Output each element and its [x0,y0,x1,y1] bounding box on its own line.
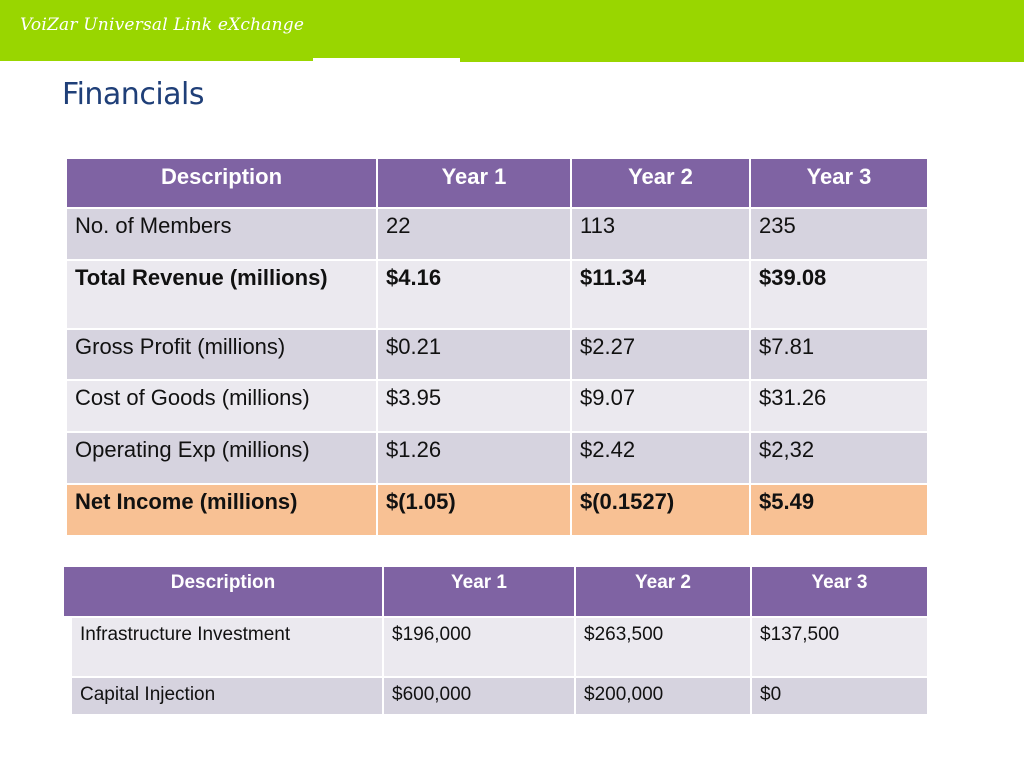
negative-value-cell: $(0.1527) [572,485,751,537]
table-cell: Gross Profit (millions) [67,330,378,381]
table-cell: No. of Members [67,209,378,261]
net-income-row: Net Income (millions) $(1.05) $(0.1527) … [67,485,929,537]
table-row: Operating Exp (millions) $1.26 $2.42 $2,… [67,433,929,485]
table-cell: $2,32 [751,433,929,485]
header-divider [0,61,313,62]
table-cell: $263,500 [576,618,752,678]
table-cell: $600,000 [384,678,576,716]
table-cell: 22 [378,209,572,261]
table-cell: Net Income (millions) [67,485,378,537]
table-cell: Infrastructure Investment [64,618,384,678]
table-row: No. of Members 22 113 235 [67,209,929,261]
column-header: Year 3 [752,567,929,618]
table-cell: Operating Exp (millions) [67,433,378,485]
investment-table: Description Year 1 Year 2 Year 3 Infrast… [64,567,929,716]
table-cell: $31.26 [751,381,929,433]
table-cell: $137,500 [752,618,929,678]
page-title: Financials [62,77,205,112]
table-cell: $200,000 [576,678,752,716]
table-header-row: Description Year 1 Year 2 Year 3 [67,159,929,209]
column-header: Year 1 [378,159,572,209]
financials-table: Description Year 1 Year 2 Year 3 No. of … [67,159,929,537]
table-cell: $7.81 [751,330,929,381]
column-header: Year 2 [576,567,752,618]
column-header: Description [64,567,384,618]
table-cell: Cost of Goods (millions) [67,381,378,433]
column-header: Year 2 [572,159,751,209]
brand-name: VoiZar Universal Link eXchange [20,15,305,35]
table-cell: $11.34 [572,261,751,330]
table-row: Infrastructure Investment $196,000 $263,… [64,618,929,678]
table-cell: $39.08 [751,261,929,330]
table-cell: $1.26 [378,433,572,485]
column-header: Description [67,159,378,209]
table-cell: 235 [751,209,929,261]
table-header-row: Description Year 1 Year 2 Year 3 [64,567,929,618]
table-row: Gross Profit (millions) $0.21 $2.27 $7.8… [67,330,929,381]
table-row: Cost of Goods (millions) $3.95 $9.07 $31… [67,381,929,433]
column-header: Year 3 [751,159,929,209]
table-row: Total Revenue (millions) $4.16 $11.34 $3… [67,261,929,330]
table-cell: $0 [752,678,929,716]
table-cell: Capital Injection [64,678,384,716]
table-cell: Total Revenue (millions) [67,261,378,330]
table-cell: $2.42 [572,433,751,485]
header-bar: VoiZar Universal Link eXchange [0,0,1024,62]
table-cell: $196,000 [384,618,576,678]
table-row: Capital Injection $600,000 $200,000 $0 [64,678,929,716]
table-cell: $3.95 [378,381,572,433]
column-header: Year 1 [384,567,576,618]
table-cell: $2.27 [572,330,751,381]
table-cell: 113 [572,209,751,261]
negative-value-cell: $(1.05) [378,485,572,537]
table-cell: $5.49 [751,485,929,537]
table-cell: $9.07 [572,381,751,433]
header-notch [313,58,460,62]
table-cell: $4.16 [378,261,572,330]
table-cell: $0.21 [378,330,572,381]
